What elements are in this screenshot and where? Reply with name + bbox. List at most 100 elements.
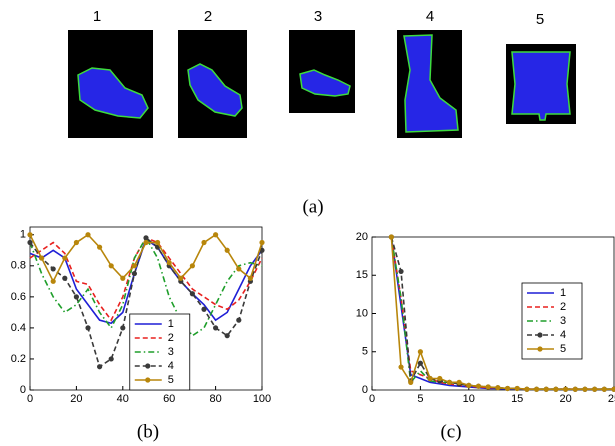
point [85, 325, 91, 331]
point [611, 386, 615, 392]
point [514, 385, 520, 392]
shape [403, 34, 459, 133]
legend-label: 2 [168, 332, 174, 344]
point [417, 349, 423, 355]
x-tick-label: 0 [27, 393, 33, 405]
point [97, 364, 103, 370]
point [398, 268, 404, 275]
point [504, 385, 511, 392]
legend-label: 2 [560, 301, 566, 313]
y-tick-label: 5 [362, 346, 368, 358]
legend-label: 5 [168, 374, 174, 386]
point [120, 325, 126, 331]
point [97, 244, 103, 250]
legend-marker [145, 363, 151, 369]
point [62, 275, 68, 281]
image-label: 5 [536, 11, 544, 28]
point [437, 375, 443, 382]
point [50, 266, 56, 272]
legend-label: 3 [168, 346, 174, 358]
point [466, 382, 472, 389]
point [495, 385, 501, 391]
x-tick-label: 20 [559, 393, 571, 405]
point [73, 239, 79, 246]
point [213, 325, 219, 331]
point [601, 386, 607, 392]
x-tick-label: 15 [511, 393, 523, 405]
point [543, 386, 549, 392]
point [417, 360, 423, 366]
y-tick-label: 15 [356, 269, 368, 281]
point [398, 364, 404, 370]
legend-label: 1 [168, 318, 174, 330]
point [201, 306, 207, 312]
x-tick-label: 5 [417, 393, 423, 405]
image-label: 2 [204, 8, 212, 25]
point [39, 255, 45, 261]
point [143, 235, 149, 241]
x-tick-label: 60 [163, 393, 175, 405]
point [475, 383, 482, 389]
x-tick-label: 40 [117, 393, 129, 405]
point [582, 386, 588, 392]
point [120, 275, 126, 281]
point [213, 232, 219, 238]
legend-label: 4 [560, 329, 566, 341]
point [189, 291, 195, 297]
point [592, 386, 598, 392]
point [553, 386, 559, 392]
point [27, 239, 33, 246]
point [50, 278, 56, 284]
panel-a: 1 2 3 4 5 (a) [68, 8, 576, 217]
point [247, 275, 253, 281]
point [427, 375, 433, 382]
point [166, 260, 172, 266]
y-tick-label: 0.8 [11, 260, 26, 272]
point [73, 294, 79, 300]
shape [77, 67, 149, 119]
point [456, 379, 462, 385]
point [524, 386, 530, 392]
point [224, 247, 230, 253]
caption: (a) [302, 196, 323, 217]
point [131, 270, 137, 277]
image [289, 30, 355, 113]
shape [299, 69, 351, 97]
point [408, 379, 414, 385]
x-tick-label: 20 [70, 393, 82, 405]
x-tick-label: 80 [209, 393, 221, 405]
point [201, 239, 207, 246]
legend-label: 5 [560, 343, 566, 355]
point [178, 275, 184, 281]
image-label: 1 [93, 8, 101, 25]
image-label: 4 [426, 8, 434, 25]
shape [511, 51, 571, 121]
series-line [29, 236, 263, 337]
point [108, 263, 114, 269]
point [27, 232, 33, 238]
point [131, 263, 137, 269]
x-tick-label: 10 [463, 393, 475, 405]
point [563, 386, 569, 392]
point [236, 266, 242, 272]
point [143, 239, 149, 246]
point [62, 255, 68, 261]
point [572, 386, 578, 392]
y-tick-label: 10 [356, 307, 368, 319]
point [446, 379, 453, 385]
point [533, 386, 540, 392]
point [189, 263, 195, 269]
series-line [29, 236, 263, 368]
point [388, 234, 394, 240]
legend-label: 3 [560, 315, 566, 327]
x-tick-label: 25 [608, 393, 615, 405]
y-tick-label: 0 [362, 384, 368, 396]
point [85, 232, 91, 238]
legend-label: 4 [168, 360, 174, 372]
legend-marker [537, 332, 543, 338]
legend-marker [145, 377, 151, 383]
y-tick-label: 1 [20, 229, 26, 241]
caption: (c) [440, 421, 461, 442]
point [485, 384, 491, 390]
point [108, 356, 114, 362]
